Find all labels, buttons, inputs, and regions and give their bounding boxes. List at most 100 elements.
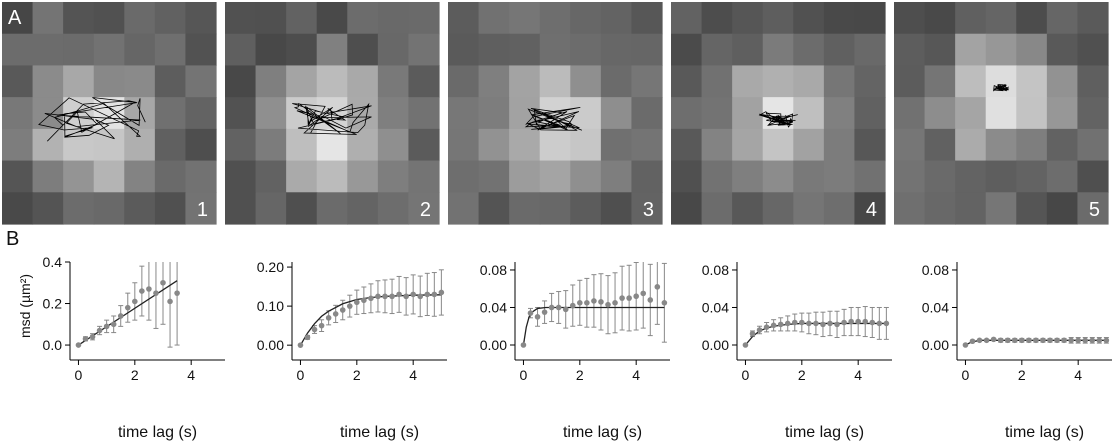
data-point — [605, 301, 611, 308]
pixel — [894, 97, 926, 130]
pixel — [255, 65, 287, 98]
pixel — [225, 160, 257, 193]
pixel — [408, 65, 440, 98]
data-point — [1089, 337, 1096, 344]
data-point — [770, 322, 777, 329]
pixel — [1077, 97, 1109, 130]
plot — [742, 306, 890, 348]
x-axis-label: time lag (s) — [1005, 424, 1084, 441]
pixel — [377, 192, 410, 225]
pixel — [2, 160, 34, 193]
pixel — [448, 33, 480, 67]
data-point — [1040, 337, 1046, 344]
pixel — [63, 65, 95, 98]
pixel — [478, 33, 510, 67]
pixel — [478, 192, 510, 225]
pixel — [701, 160, 733, 193]
pixel — [377, 160, 410, 193]
data-point — [1103, 337, 1110, 344]
pixel — [255, 33, 287, 67]
pixel — [377, 128, 410, 162]
pixel — [539, 192, 571, 225]
pixel — [225, 97, 257, 130]
pixel — [570, 65, 602, 98]
x-tick-label: 2 — [131, 367, 139, 383]
pixel — [701, 33, 733, 67]
pixel — [509, 160, 541, 193]
data-point — [354, 299, 360, 306]
data-point — [834, 321, 840, 328]
data-point — [382, 293, 388, 300]
data-point — [1019, 337, 1025, 344]
pixel — [377, 33, 410, 67]
pixel — [2, 2, 34, 35]
image-panel: 3 — [448, 2, 663, 225]
plot — [520, 262, 668, 348]
pixel — [185, 160, 217, 193]
data-point — [763, 324, 770, 330]
pixel — [408, 160, 440, 193]
pixel — [600, 97, 633, 130]
x-tick-label: 2 — [576, 367, 584, 383]
x-tick-label: 2 — [1018, 367, 1026, 383]
data-point — [110, 321, 117, 328]
pixel — [1016, 33, 1048, 67]
pixel — [478, 128, 510, 162]
pixel — [985, 33, 1017, 67]
pixel — [347, 128, 379, 162]
pixel — [93, 2, 125, 35]
pixel — [2, 97, 34, 130]
pixel — [1077, 160, 1109, 193]
pixel — [286, 128, 318, 162]
pixel — [448, 160, 480, 193]
y-tick-label: 0.08 — [922, 262, 949, 278]
pixel — [32, 97, 64, 130]
pixel — [408, 2, 440, 35]
pixel — [1046, 97, 1079, 130]
pixel — [1077, 192, 1109, 225]
data-point — [626, 295, 632, 301]
pixel — [124, 160, 156, 193]
pixel — [793, 2, 825, 35]
pixel — [2, 192, 34, 225]
data-point — [396, 291, 402, 298]
pixel — [793, 128, 825, 162]
pixel — [478, 65, 510, 98]
data-point — [1011, 337, 1018, 344]
data-point — [368, 295, 374, 302]
pixel — [985, 97, 1017, 130]
pixel — [955, 160, 987, 193]
pixel — [924, 160, 956, 193]
data-point — [417, 293, 424, 300]
x-tick-label: 2 — [798, 367, 806, 383]
pixel — [985, 65, 1017, 98]
pixel — [854, 192, 886, 225]
chart: 0.00 0.04 0.08 0 2 4 time lag (s) — [480, 262, 670, 441]
pixel — [509, 33, 541, 67]
pixel — [955, 33, 987, 67]
x-tick-label: 4 — [187, 367, 195, 383]
data-point — [962, 342, 969, 348]
data-point — [1061, 337, 1067, 344]
y-tick-label: 0.4 — [43, 254, 63, 270]
pixel — [316, 192, 348, 225]
y-tick-label: 0.00 — [922, 337, 949, 353]
data-point — [139, 288, 145, 294]
pixel — [509, 192, 541, 225]
chart: 0.0 0.2 0.4 0 2 4 time lag (s) msd (µm²) — [17, 254, 225, 441]
pixel — [478, 160, 510, 193]
pixel — [1016, 97, 1048, 130]
pixel — [701, 2, 733, 35]
pixel — [63, 2, 95, 35]
data-point — [883, 320, 890, 327]
chart: 0.00 0.04 0.08 0 2 4 time lag (s) — [702, 262, 892, 441]
data-point — [584, 299, 590, 306]
data-point — [799, 319, 805, 326]
pixel — [478, 97, 510, 130]
pixel — [671, 65, 703, 98]
pixel — [631, 33, 663, 67]
chart: 0.00 0.04 0.08 0 2 4 time lag (s) — [922, 262, 1112, 441]
data-point — [424, 291, 431, 298]
pixel — [955, 128, 987, 162]
